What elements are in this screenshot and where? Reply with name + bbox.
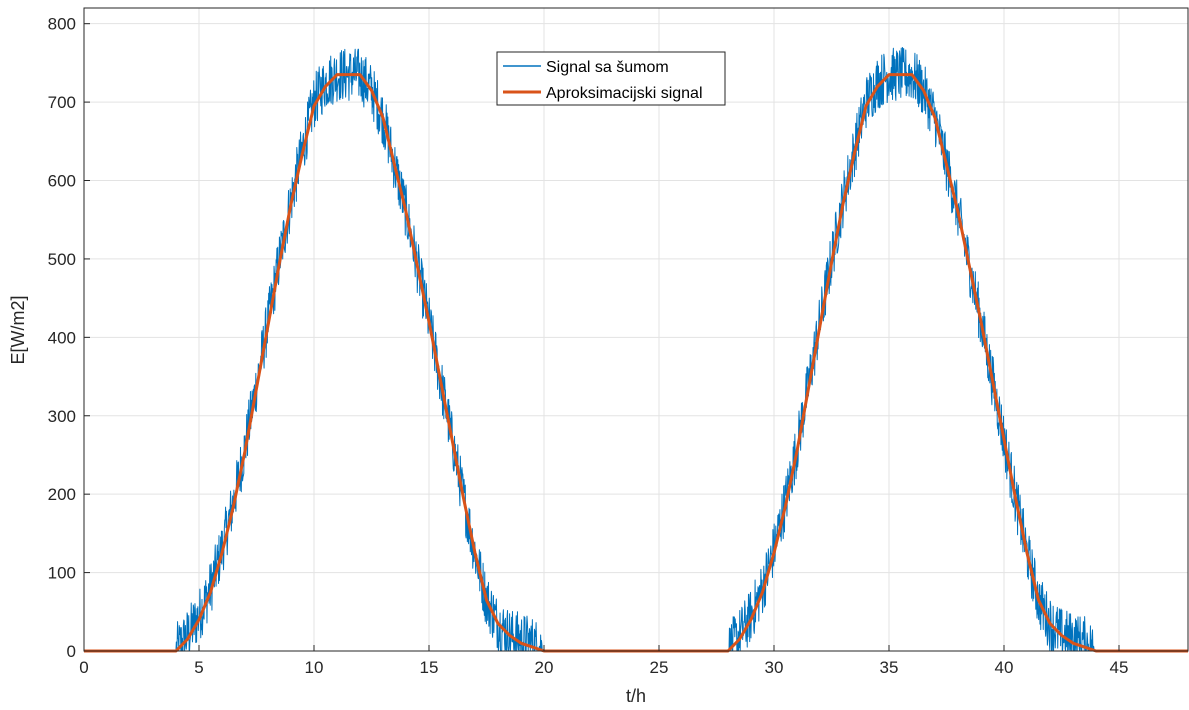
y-tick-label: 300	[48, 407, 76, 426]
x-tick-label: 5	[194, 658, 203, 677]
x-tick-label: 15	[420, 658, 439, 677]
plot-frame	[83, 7, 1189, 652]
x-tick-label: 0	[79, 658, 88, 677]
x-tick-label: 35	[880, 658, 899, 677]
legend-label-approx-signal: Aproksimacijski signal	[546, 85, 703, 102]
x-tick-label: 30	[765, 658, 784, 677]
y-tick-label: 700	[48, 93, 76, 112]
y-tick-label: 400	[48, 328, 76, 347]
x-tick-label: 40	[995, 658, 1014, 677]
y-axis-ticks: 0 100 200 300 400 500 600 700 800	[48, 15, 90, 661]
y-tick-label: 0	[67, 642, 76, 661]
legend: Signal sa šumom Aproksimacijski signal	[496, 51, 726, 106]
y-axis-label: E[W/m2]	[8, 295, 28, 364]
x-tick-label: 25	[650, 658, 669, 677]
legend-label-noisy-signal: Signal sa šumom	[546, 59, 669, 76]
x-axis-ticks: 0 5 10 15 20 25 30 35 40 45	[79, 645, 1128, 677]
y-tick-label: 800	[48, 15, 76, 34]
x-tick-label: 10	[305, 658, 324, 677]
x-tick-label: 45	[1110, 658, 1129, 677]
y-tick-label: 100	[48, 564, 76, 583]
x-tick-label: 20	[535, 658, 554, 677]
y-tick-label: 600	[48, 172, 76, 191]
x-axis-label: t/h	[626, 686, 646, 706]
y-tick-label: 500	[48, 250, 76, 269]
legend-box	[496, 51, 726, 106]
y-tick-label: 200	[48, 485, 76, 504]
